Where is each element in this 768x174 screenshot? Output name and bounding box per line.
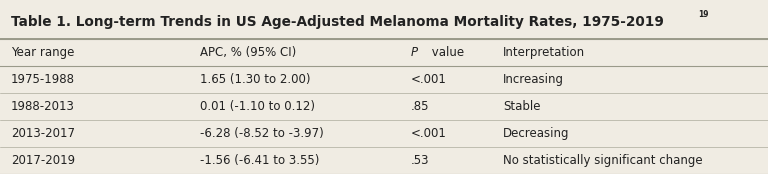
Text: Increasing: Increasing <box>503 73 564 86</box>
Text: -1.56 (-6.41 to 3.55): -1.56 (-6.41 to 3.55) <box>200 154 319 167</box>
Text: 1975-1988: 1975-1988 <box>11 73 74 86</box>
Text: 1988-2013: 1988-2013 <box>11 100 74 113</box>
Text: Stable: Stable <box>503 100 541 113</box>
Text: <.001: <.001 <box>411 73 447 86</box>
Text: No statistically significant change: No statistically significant change <box>503 154 703 167</box>
Text: P: P <box>411 46 418 59</box>
Text: 1.65 (1.30 to 2.00): 1.65 (1.30 to 2.00) <box>200 73 310 86</box>
Text: Interpretation: Interpretation <box>503 46 585 59</box>
Text: Year range: Year range <box>11 46 74 59</box>
Text: 2013-2017: 2013-2017 <box>11 127 74 140</box>
Text: 2017-2019: 2017-2019 <box>11 154 74 167</box>
Text: 19: 19 <box>698 10 709 19</box>
Text: 0.01 (-1.10 to 0.12): 0.01 (-1.10 to 0.12) <box>200 100 315 113</box>
Text: <.001: <.001 <box>411 127 447 140</box>
Text: APC, % (95% CI): APC, % (95% CI) <box>200 46 296 59</box>
Text: -6.28 (-8.52 to -3.97): -6.28 (-8.52 to -3.97) <box>200 127 323 140</box>
Text: .85: .85 <box>411 100 429 113</box>
Text: Table 1. Long-term Trends in US Age-Adjusted Melanoma Mortality Rates, 1975-2019: Table 1. Long-term Trends in US Age-Adju… <box>11 15 664 29</box>
Text: value: value <box>428 46 464 59</box>
Text: Decreasing: Decreasing <box>503 127 570 140</box>
Text: .53: .53 <box>411 154 429 167</box>
